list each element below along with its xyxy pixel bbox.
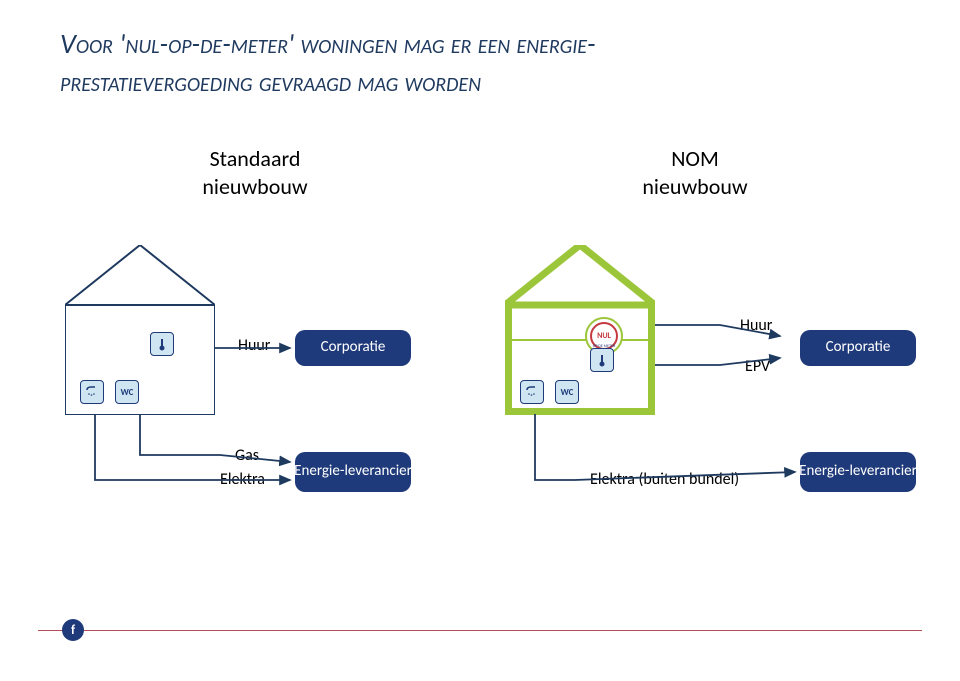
- arrows-layer: [0, 0, 960, 681]
- footer-badge: f: [62, 619, 84, 641]
- footer-rule: [38, 630, 922, 631]
